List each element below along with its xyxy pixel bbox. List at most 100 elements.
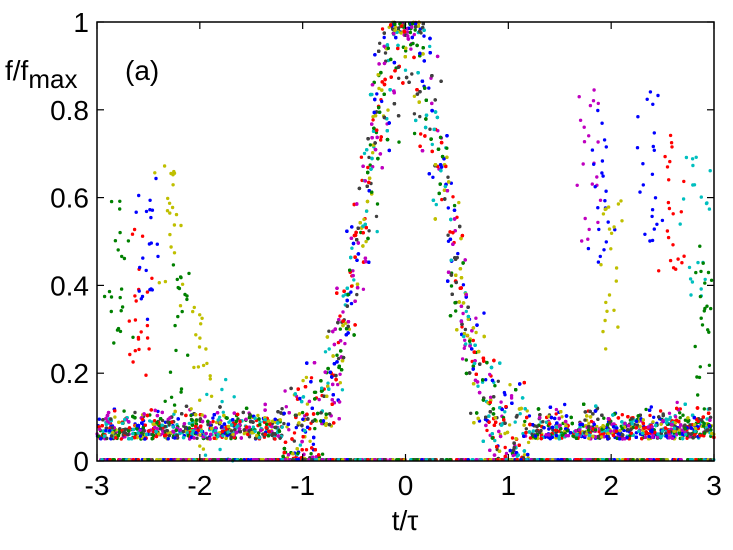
data-point — [270, 424, 274, 429]
data-point — [144, 432, 149, 437]
data-point — [133, 416, 137, 420]
data-point — [482, 359, 486, 363]
data-point — [287, 411, 291, 415]
data-point — [399, 31, 403, 35]
data-point — [366, 165, 370, 170]
data-point — [620, 426, 624, 431]
data-point — [341, 319, 345, 323]
data-point — [496, 379, 500, 383]
data-point — [285, 425, 289, 429]
data-point — [634, 435, 638, 439]
data-point — [606, 428, 610, 432]
data-point — [690, 413, 695, 417]
data-point — [345, 286, 349, 290]
data-point — [282, 411, 286, 416]
data-point — [421, 52, 425, 56]
data-point — [337, 417, 341, 421]
data-point — [335, 286, 339, 290]
data-point — [338, 339, 343, 343]
data-point — [460, 325, 464, 329]
data-point — [518, 412, 522, 416]
data-point — [705, 417, 709, 421]
data-point — [554, 428, 558, 432]
data-point — [379, 135, 383, 139]
data-point — [123, 417, 127, 422]
data-point — [461, 261, 465, 265]
data-point — [406, 30, 410, 34]
data-point — [693, 426, 698, 431]
data-point — [338, 381, 342, 385]
data-point — [367, 155, 371, 160]
data-point — [184, 404, 189, 408]
data-point — [296, 451, 300, 455]
data-point — [208, 424, 213, 428]
data-point — [386, 108, 390, 112]
data-point — [258, 420, 262, 424]
data-point — [640, 431, 645, 436]
data-point — [209, 432, 213, 437]
data-point — [689, 426, 693, 430]
data-point — [471, 382, 476, 386]
data-point — [385, 43, 390, 47]
data-point — [379, 70, 383, 75]
data-point — [433, 163, 438, 167]
data-point — [452, 208, 457, 212]
data-point — [710, 431, 714, 436]
data-point — [341, 323, 345, 328]
data-point — [701, 424, 706, 428]
data-point — [531, 429, 536, 433]
data-point — [344, 321, 348, 325]
data-point — [276, 434, 281, 438]
data-point — [394, 35, 398, 40]
data-point — [367, 176, 372, 180]
data-point — [386, 46, 390, 50]
data-point — [253, 429, 257, 433]
data-point — [284, 405, 288, 409]
data-point — [224, 436, 228, 440]
data-point — [320, 386, 324, 390]
scatter-points — [95, 20, 716, 463]
data-point — [246, 432, 250, 437]
data-point — [229, 423, 234, 427]
data-point — [487, 420, 491, 424]
data-point — [120, 421, 125, 425]
data-point — [155, 421, 159, 425]
data-point — [372, 110, 376, 115]
data-point — [160, 423, 164, 427]
data-point — [152, 419, 157, 423]
data-point — [222, 413, 226, 418]
data-point — [113, 409, 117, 413]
data-point — [319, 379, 323, 383]
data-point — [629, 431, 633, 435]
data-point — [127, 426, 132, 430]
data-point — [413, 22, 418, 26]
data-point — [410, 72, 414, 76]
data-point — [524, 430, 528, 435]
data-point — [418, 144, 422, 148]
data-point — [340, 388, 345, 392]
data-point — [709, 428, 713, 432]
data-point — [449, 284, 454, 288]
data-point — [413, 28, 417, 32]
data-point — [625, 435, 629, 440]
data-point — [453, 301, 457, 305]
data-point — [548, 405, 553, 409]
data-point — [664, 434, 669, 438]
data-point — [498, 361, 502, 365]
data-point — [366, 137, 370, 141]
data-point — [445, 146, 449, 150]
data-point — [433, 110, 438, 114]
data-point — [578, 428, 582, 432]
data-point — [242, 431, 246, 436]
data-point — [680, 428, 685, 432]
data-point — [524, 427, 528, 431]
data-point — [343, 341, 347, 346]
data-point — [267, 419, 271, 423]
data-point — [460, 233, 465, 238]
data-point — [375, 92, 379, 96]
data-point — [471, 367, 475, 371]
data-point — [448, 314, 453, 318]
data-point — [455, 328, 459, 332]
data-point — [328, 412, 332, 416]
data-point — [341, 294, 345, 298]
